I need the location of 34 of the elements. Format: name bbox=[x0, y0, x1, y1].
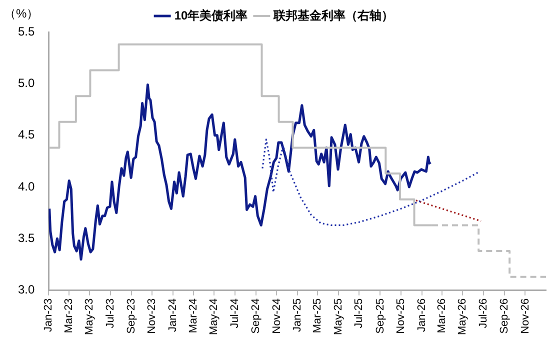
x-tick-label: Jan-26 bbox=[416, 298, 428, 332]
x-tick-label: Jul-25 bbox=[353, 298, 366, 328]
x-tick-label: Mar-26 bbox=[436, 298, 448, 334]
x-tick-label: May-26 bbox=[456, 298, 469, 336]
x-tick-label: Nov-24 bbox=[270, 298, 283, 334]
x-tick-label: Jul-26 bbox=[477, 298, 490, 328]
y-tick-label: 4.0 bbox=[18, 179, 35, 194]
y-axis-title: （%） bbox=[4, 6, 39, 20]
x-tick-label: May-23 bbox=[84, 298, 96, 336]
x-tick-label: Nov-23 bbox=[146, 298, 158, 334]
x-tick-label: May-25 bbox=[332, 298, 344, 336]
x-tick-label: Sep-24 bbox=[250, 298, 262, 334]
x-tick-label: Nov-26 bbox=[519, 298, 532, 334]
x-tick-label: Sep-26 bbox=[498, 298, 511, 334]
x-tick-label: Nov-25 bbox=[395, 298, 408, 334]
x-tick-label: Mar-24 bbox=[187, 298, 200, 334]
y-tick-label: 3.0 bbox=[18, 282, 35, 297]
x-tick-label: Jan-23 bbox=[42, 298, 55, 332]
y-tick-label: 4.5 bbox=[18, 128, 35, 142]
y-tick-label: 3.5 bbox=[18, 230, 35, 245]
x-tick-label: Jan-25 bbox=[292, 298, 304, 332]
x-tick-label: Mar-25 bbox=[312, 298, 324, 334]
legend-label: 10年美债利率 bbox=[174, 8, 248, 22]
line-series bbox=[262, 138, 479, 226]
x-tick-label: Sep-23 bbox=[125, 298, 138, 334]
y-tick-label: 5.5 bbox=[18, 24, 35, 38]
y-tick-label: 5.0 bbox=[18, 76, 35, 90]
x-tick-label: Mar-23 bbox=[62, 298, 75, 334]
x-tick-label: Jul-24 bbox=[228, 298, 241, 328]
x-tick-label: May-24 bbox=[208, 298, 220, 336]
x-tick-label: Jul-23 bbox=[104, 298, 116, 328]
legend-label: 联邦基金利率（右轴） bbox=[272, 8, 394, 22]
x-tick-label: Jan-24 bbox=[166, 298, 179, 332]
x-tick-label: Sep-25 bbox=[374, 298, 386, 334]
